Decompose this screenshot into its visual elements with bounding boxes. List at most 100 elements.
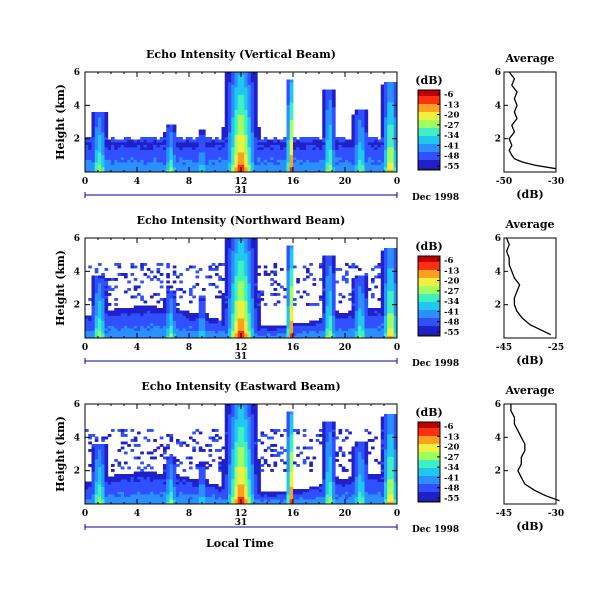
- heatmap-cell: [153, 157, 157, 160]
- heatmap-cell: [234, 325, 239, 329]
- heatmap-cell: [380, 162, 385, 165]
- heatmap-cell: [393, 323, 398, 326]
- heatmap-cell: [390, 149, 395, 153]
- heatmap-cell: [127, 164, 131, 168]
- heatmap-cell: [159, 152, 164, 155]
- heatmap-cell: [150, 310, 154, 314]
- heatmap-cell: [202, 300, 206, 304]
- heatmap-cell: [150, 152, 154, 155]
- heatmap-cell: [332, 325, 336, 329]
- heatmap-cell: [91, 496, 96, 500]
- heatmap-cell: [146, 154, 151, 158]
- heatmap-cell: [104, 310, 109, 314]
- heatmap-cell: [289, 290, 294, 294]
- heatmap-cell: [101, 124, 105, 128]
- heatmap-cell: [296, 323, 300, 326]
- heatmap-cell: [371, 142, 375, 145]
- heatmap-cell: [85, 315, 89, 319]
- heatmap-cell: [94, 476, 99, 480]
- heatmap-cell: [208, 464, 213, 467]
- heatmap-cell: [234, 162, 239, 165]
- heatmap-cell: [189, 169, 193, 173]
- heatmap-cell: [107, 152, 112, 155]
- heatmap-cell: [250, 253, 255, 256]
- heatmap-cell: [91, 129, 96, 133]
- heatmap-cell: [286, 159, 291, 163]
- heatmap-cell: [306, 162, 310, 165]
- heatmap-cell: [156, 333, 161, 336]
- heatmap-cell: [221, 142, 226, 145]
- heatmap-cell: [332, 162, 336, 165]
- heatmap-cell: [169, 129, 174, 133]
- heatmap-cell: [130, 481, 135, 485]
- heatmap-cell: [325, 268, 330, 271]
- heatmap-cell: [143, 436, 148, 440]
- heatmap-cell: [283, 162, 287, 165]
- heatmap-cell: [289, 132, 294, 135]
- heatmap-cell: [325, 94, 330, 98]
- heatmap-cell: [231, 79, 235, 83]
- heatmap-cell: [289, 283, 294, 286]
- colorbar-segment: [418, 134, 440, 137]
- heatmap-cell: [169, 159, 174, 163]
- heatmap-cell: [94, 159, 99, 163]
- heatmap-cell: [237, 139, 242, 143]
- heatmap-cell: [228, 481, 232, 485]
- heatmap-cell: [393, 330, 398, 334]
- profile-line: [508, 71, 557, 170]
- heatmap-cell: [322, 144, 326, 148]
- colorbar-segment: [418, 308, 440, 311]
- heatmap-cell: [101, 479, 105, 482]
- heatmap-cell: [163, 154, 167, 158]
- colorbar-segment: [418, 168, 440, 171]
- heatmap-cell: [325, 132, 330, 135]
- heatmap-cell: [387, 325, 391, 329]
- heatmap-cell: [107, 288, 112, 291]
- heatmap-cell: [94, 290, 99, 294]
- heatmap-cell: [114, 333, 118, 336]
- heatmap-cell: [137, 318, 141, 321]
- heatmap-cell: [234, 250, 239, 254]
- heatmap-cell: [380, 114, 385, 118]
- heatmap-cell: [257, 159, 261, 163]
- heatmap-cell: [354, 313, 359, 316]
- heatmap-cell: [384, 167, 388, 170]
- heatmap-cell: [384, 124, 388, 128]
- heatmap-cell: [286, 248, 291, 251]
- heatmap-cell: [384, 308, 388, 311]
- heatmap-cell: [387, 137, 391, 140]
- heatmap-cell: [124, 486, 128, 490]
- heatmap-cell: [94, 305, 99, 309]
- heatmap-cell: [211, 147, 216, 150]
- heatmap-cell: [172, 300, 177, 304]
- heatmap-cell: [224, 273, 229, 276]
- heatmap-cell: [159, 149, 164, 153]
- heatmap-cell: [393, 248, 398, 251]
- heatmap-cell: [111, 323, 115, 326]
- heatmap-cell: [156, 270, 161, 274]
- heatmap-cell: [387, 275, 391, 279]
- heatmap-cell: [224, 439, 229, 442]
- heatmap-cell: [120, 313, 125, 316]
- heatmap-cell: [367, 288, 372, 291]
- heatmap-cell: [286, 310, 291, 314]
- heatmap-cell: [91, 303, 96, 306]
- heatmap-cell: [169, 162, 174, 165]
- heatmap-cell: [98, 132, 102, 135]
- heatmap-cell: [351, 283, 356, 286]
- heatmap-cell: [260, 157, 265, 160]
- heatmap-cell: [85, 323, 89, 326]
- heatmap-cell: [302, 330, 307, 334]
- heatmap-cell: [101, 446, 105, 450]
- heatmap-cell: [341, 162, 346, 165]
- heatmap-cell: [91, 164, 96, 168]
- heatmap-cell: [172, 149, 177, 153]
- heatmap-cell: [150, 491, 154, 495]
- heatmap-cell: [137, 154, 141, 158]
- heatmap-cell: [111, 491, 115, 495]
- heatmap-cell: [322, 132, 326, 135]
- heatmap-cell: [247, 285, 252, 289]
- heatmap-cell: [351, 320, 356, 324]
- heatmap-cell: [228, 318, 232, 321]
- heatmap-cell: [169, 456, 174, 460]
